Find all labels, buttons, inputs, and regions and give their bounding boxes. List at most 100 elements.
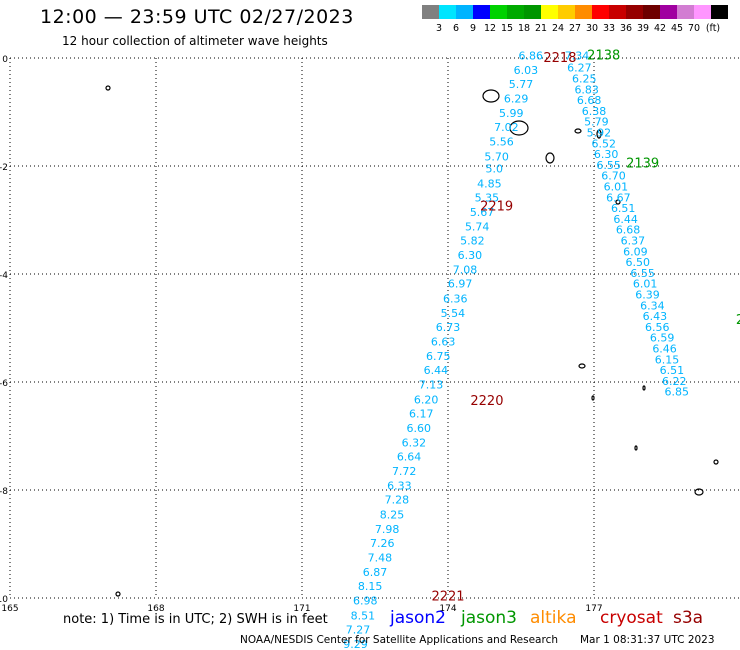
x-tick-label: 165 xyxy=(1,604,18,614)
wave-height-value: 5.35 xyxy=(475,191,500,204)
wave-height-value: 5.99 xyxy=(499,107,524,120)
colorbar-swatch xyxy=(626,5,643,19)
island-outline xyxy=(105,85,111,91)
colorbar-swatch xyxy=(677,5,694,19)
y-tick-label: -10 xyxy=(0,595,8,605)
colorbar-swatch xyxy=(473,5,490,19)
chart-title: 12:00 — 23:59 UTC 02/27/2023 xyxy=(40,6,354,28)
wave-height-value: 6.55 xyxy=(596,159,621,172)
wave-height-value: 9.29 xyxy=(343,638,368,650)
wave-height-value: 5.92 xyxy=(587,127,612,140)
wave-height-value: 6.27 xyxy=(567,62,592,75)
wave-height-value: 6.98 xyxy=(353,595,378,608)
x-tick-label: 174 xyxy=(439,604,456,614)
wave-height-value: 6.44 xyxy=(613,213,638,226)
x-tick-label: 168 xyxy=(147,604,164,614)
wave-height-value: 6.43 xyxy=(643,310,668,323)
footer-timestamp: Mar 1 08:31:37 UTC 2023 xyxy=(580,634,715,646)
island-outline xyxy=(713,459,719,465)
wave-height-value: 6.30 xyxy=(458,249,483,262)
x-tick-label: 171 xyxy=(293,604,310,614)
wave-height-value: 6.51 xyxy=(611,202,636,215)
footer-note: note: 1) Time is in UTC; 2) SWH is in fe… xyxy=(63,612,328,627)
colorbar-swatch xyxy=(575,5,592,19)
wave-height-value: 6.01 xyxy=(604,181,629,194)
wave-height-value: 6.36 xyxy=(443,292,468,305)
wave-height-value: 6.59 xyxy=(650,332,675,345)
wave-height-value: 6.56 xyxy=(645,321,670,334)
colorbar-swatch xyxy=(609,5,626,19)
y-tick-label: 0 xyxy=(2,55,8,65)
colorbar-label: 45 xyxy=(671,23,683,34)
y-tick-label: -2 xyxy=(0,163,8,173)
wave-height-value: 6.37 xyxy=(621,235,646,248)
colorbar-label: 33 xyxy=(603,23,615,34)
wave-height-value: 6.75 xyxy=(426,350,451,363)
wave-height-value: 8.51 xyxy=(351,609,376,622)
colorbar-label: 27 xyxy=(569,23,581,34)
colorbar-label: 24 xyxy=(552,23,564,34)
wave-height-value: 7.02 xyxy=(494,121,519,134)
island-outline xyxy=(596,129,602,139)
colorbar-label: 15 xyxy=(501,23,513,34)
island-outline xyxy=(574,128,582,134)
colorbar-swatch xyxy=(456,5,473,19)
wave-height-value: 6.70 xyxy=(601,170,626,183)
wave-height-value: 5.79 xyxy=(584,116,609,129)
colorbar-label: 12 xyxy=(484,23,496,34)
track-label: 2218 xyxy=(543,51,576,66)
wave-height-value: 6.52 xyxy=(591,137,616,150)
wave-height-value: 7.72 xyxy=(392,465,417,478)
colorbar-swatch xyxy=(507,5,524,19)
wave-height-value: 7.13 xyxy=(419,379,444,392)
wave-height-value: 6.63 xyxy=(431,336,456,349)
track-label: 2220 xyxy=(470,394,503,409)
y-tick-label: -6 xyxy=(0,379,8,389)
colorbar-label: 39 xyxy=(637,23,649,34)
wave-height-value: 6.30 xyxy=(594,148,619,161)
wave-height-value: 6.64 xyxy=(397,451,422,464)
wave-height-value: 6.03 xyxy=(514,64,539,77)
y-tick-label: -4 xyxy=(0,271,8,281)
colorbar-label: 3 xyxy=(436,23,442,34)
track-label: 2139 xyxy=(626,156,659,171)
wave-height-value: 6.22 xyxy=(662,375,687,388)
wave-height-value: 6.25 xyxy=(572,73,597,86)
wave-height-value: 7.98 xyxy=(375,523,400,536)
colorbar-swatch xyxy=(524,5,541,19)
wave-height-value: 6.97 xyxy=(448,278,473,291)
wave-height-value: 6.50 xyxy=(626,256,651,269)
wave-height-value: 6.15 xyxy=(655,353,680,366)
legend-altika: altika xyxy=(530,608,577,628)
island-outline xyxy=(115,591,121,597)
wave-height-value: 7.28 xyxy=(385,494,410,507)
wave-height-value: 6.39 xyxy=(635,289,660,302)
wave-height-value: 5.74 xyxy=(465,220,490,233)
island-outline xyxy=(634,445,638,451)
island-outline xyxy=(509,120,529,136)
legend-cryosat: cryosat xyxy=(600,608,663,628)
wave-height-value: 6.17 xyxy=(409,407,434,420)
colorbar-swatch xyxy=(643,5,660,19)
colorbar-label: 9 xyxy=(470,23,476,34)
wave-height-value: 4.85 xyxy=(477,177,502,190)
wave-height-value: 6.73 xyxy=(436,321,461,334)
colorbar-label: 30 xyxy=(586,23,598,34)
wave-height-value: 6.34 xyxy=(640,299,665,312)
track-label: 2 xyxy=(736,313,740,328)
island-outline xyxy=(615,199,621,205)
wave-height-value: 6.09 xyxy=(623,245,648,258)
island-outline xyxy=(694,488,704,496)
colorbar-swatch xyxy=(694,5,711,19)
footer-credit: NOAA/NESDIS Center for Satellite Applica… xyxy=(240,634,558,646)
colorbar-label: 21 xyxy=(535,23,547,34)
wave-height-value: 6.68 xyxy=(616,224,641,237)
colorbar-swatch xyxy=(490,5,507,19)
island-outline xyxy=(545,152,555,164)
island-outline xyxy=(642,385,646,391)
wave-height-value: 7.48 xyxy=(368,552,393,565)
wave-height-value: 6.60 xyxy=(407,422,432,435)
wave-height-value: 5.56 xyxy=(489,136,514,149)
wave-height-value: 7.08 xyxy=(453,264,478,277)
